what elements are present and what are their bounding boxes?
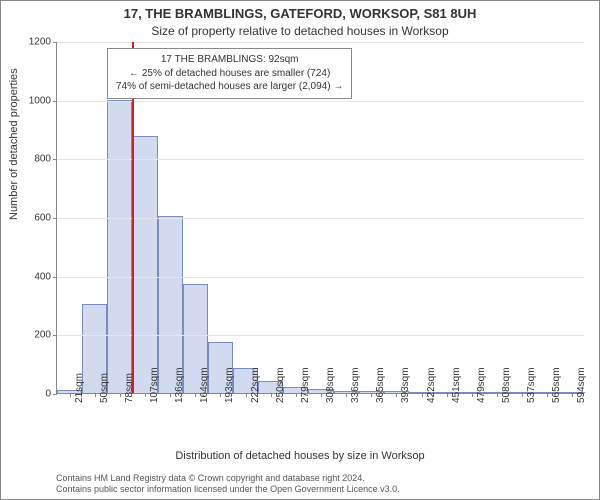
x-tick-mark (371, 393, 372, 397)
histogram-bar (132, 136, 157, 393)
x-tick-label: 422sqm (426, 367, 437, 403)
gridline (57, 42, 584, 43)
chart-title: 17, THE BRAMBLINGS, GATEFORD, WORKSOP, S… (0, 6, 600, 21)
y-tick-mark (53, 42, 57, 43)
x-axis-label: Distribution of detached houses by size … (0, 450, 600, 462)
x-tick-mark (396, 393, 397, 397)
annotation-line: ← 25% of detached houses are smaller (72… (116, 67, 343, 81)
x-tick-mark (271, 393, 272, 397)
gridline (57, 218, 584, 219)
y-tick-label: 1000 (17, 95, 51, 106)
x-tick-mark (246, 393, 247, 397)
x-tick-label: 451sqm (451, 367, 462, 403)
histogram-bar (158, 216, 183, 393)
footer-line-1: Contains HM Land Registry data © Crown c… (56, 473, 400, 485)
y-tick-label: 1200 (17, 37, 51, 48)
y-tick-mark (53, 101, 57, 102)
histogram-bar (107, 100, 132, 393)
x-tick-label: 222sqm (250, 367, 261, 403)
footer-line-2: Contains public sector information licen… (56, 484, 400, 496)
y-tick-label: 400 (17, 271, 51, 282)
gridline (57, 277, 584, 278)
y-tick-mark (53, 218, 57, 219)
x-tick-mark (572, 393, 573, 397)
x-tick-label: 136sqm (174, 367, 185, 403)
x-tick-mark (170, 393, 171, 397)
y-tick-mark (53, 394, 57, 395)
y-tick-label: 0 (17, 389, 51, 400)
y-axis-label: Number of detached properties (8, 68, 20, 220)
x-tick-label: 21sqm (74, 373, 85, 403)
gridline (57, 159, 584, 160)
x-tick-mark (70, 393, 71, 397)
y-tick-mark (53, 159, 57, 160)
x-tick-label: 537sqm (526, 367, 537, 403)
annotation-line: 74% of semi-detached houses are larger (… (116, 80, 343, 94)
gridline (57, 101, 584, 102)
y-tick-mark (53, 335, 57, 336)
x-tick-mark (447, 393, 448, 397)
x-tick-label: 193sqm (224, 367, 235, 403)
x-tick-mark (547, 393, 548, 397)
x-tick-label: 308sqm (325, 367, 336, 403)
y-tick-label: 200 (17, 330, 51, 341)
x-tick-mark (296, 393, 297, 397)
x-tick-label: 164sqm (199, 367, 210, 403)
x-tick-mark (497, 393, 498, 397)
x-tick-label: 508sqm (501, 367, 512, 403)
y-tick-mark (53, 277, 57, 278)
x-tick-label: 107sqm (149, 367, 160, 403)
x-tick-mark (120, 393, 121, 397)
x-tick-label: 50sqm (99, 373, 110, 403)
x-tick-label: 479sqm (476, 367, 487, 403)
gridline (57, 335, 584, 336)
x-tick-label: 279sqm (300, 367, 311, 403)
x-tick-mark (321, 393, 322, 397)
annotation-line: 17 THE BRAMBLINGS: 92sqm (116, 53, 343, 67)
x-tick-mark (346, 393, 347, 397)
plot-area: 02004006008001000120021sqm50sqm78sqm107s… (56, 42, 584, 394)
x-tick-mark (195, 393, 196, 397)
x-tick-mark (95, 393, 96, 397)
x-tick-label: 365sqm (375, 367, 386, 403)
chart-container: 17, THE BRAMBLINGS, GATEFORD, WORKSOP, S… (0, 0, 600, 500)
x-tick-mark (220, 393, 221, 397)
x-tick-label: 250sqm (275, 367, 286, 403)
x-tick-label: 565sqm (551, 367, 562, 403)
x-tick-label: 594sqm (576, 367, 587, 403)
x-tick-mark (522, 393, 523, 397)
x-tick-mark (145, 393, 146, 397)
chart-subtitle: Size of property relative to detached ho… (0, 24, 600, 38)
annotation-box: 17 THE BRAMBLINGS: 92sqm← 25% of detache… (107, 48, 352, 99)
y-tick-label: 800 (17, 154, 51, 165)
x-tick-mark (422, 393, 423, 397)
x-tick-label: 336sqm (350, 367, 361, 403)
x-tick-label: 393sqm (400, 367, 411, 403)
footer-attribution: Contains HM Land Registry data © Crown c… (56, 473, 400, 496)
x-tick-mark (472, 393, 473, 397)
y-tick-label: 600 (17, 213, 51, 224)
